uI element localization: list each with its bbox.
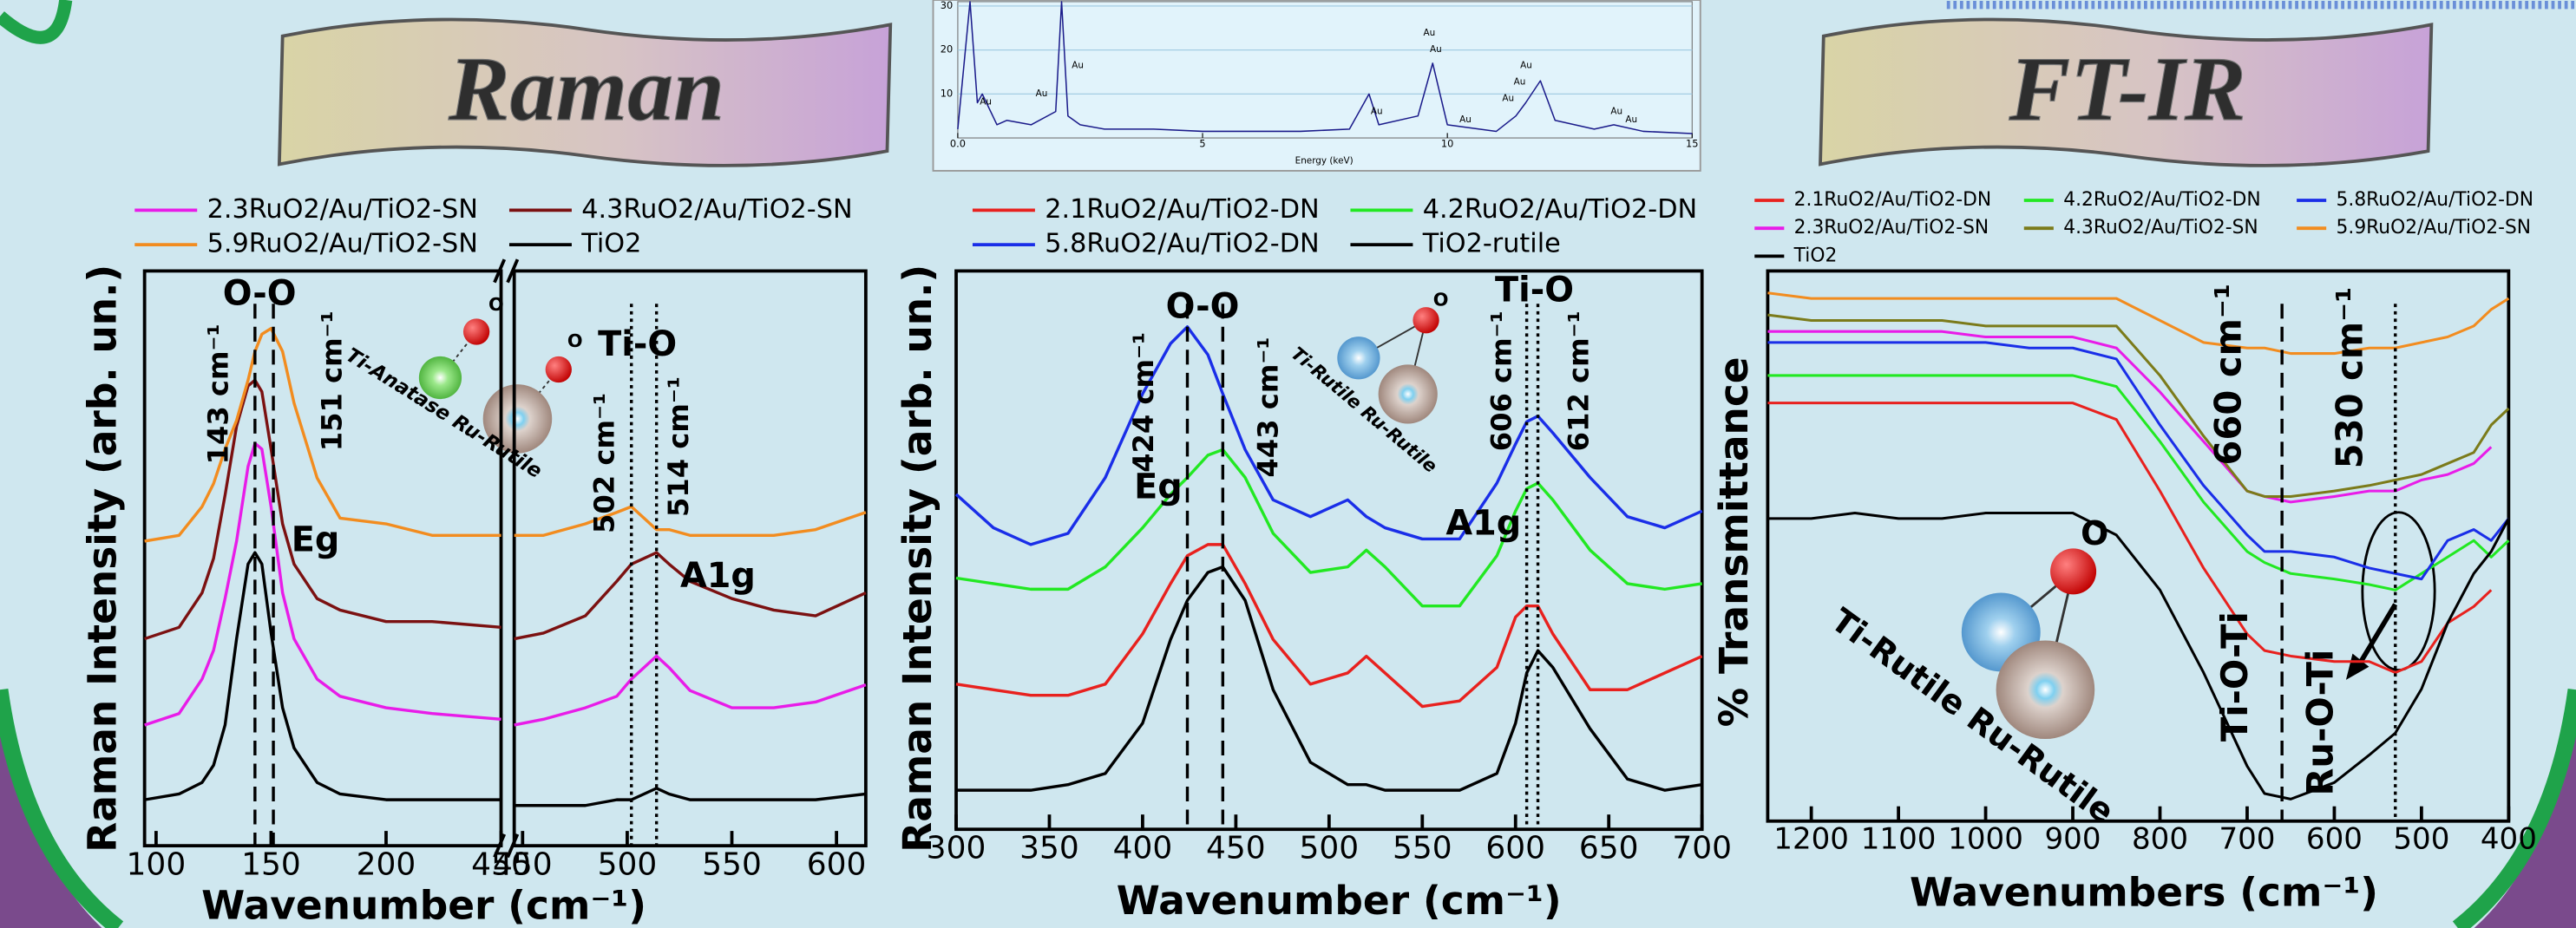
x-tick-label: 550 <box>702 847 762 883</box>
reference-label: 530 cm⁻¹ <box>2328 287 2370 469</box>
reference-label: 514 cm⁻¹ <box>662 376 695 517</box>
reference-label: 660 cm⁻¹ <box>2206 284 2249 466</box>
legend-label: TiO2-rutile <box>1422 229 1561 259</box>
legend-label: 5.9RuO2/Au/TiO2-SN <box>2337 217 2532 239</box>
annotation: Au <box>1036 88 1048 99</box>
x-tick-label: 15 <box>1686 137 1698 149</box>
reference-label: 143 cm⁻¹ <box>202 323 235 464</box>
x-axis-title: Wavenumber (cm⁻¹) <box>1117 878 1562 924</box>
reference-label: 443 cm⁻¹ <box>1252 337 1285 478</box>
reference-label: 502 cm⁻¹ <box>588 393 621 533</box>
x-tick-label: 600 <box>1485 831 1545 866</box>
x-tick-label: 600 <box>2306 821 2363 856</box>
annotation: Eg <box>1134 467 1183 507</box>
x-tick-label: 1100 <box>1861 821 1937 856</box>
reference-label: 606 cm⁻¹ <box>1485 310 1518 451</box>
annotation: Ti-O <box>598 324 677 364</box>
annotation: Ru-O-Ti <box>2298 650 2341 796</box>
annotation: Au <box>1502 94 1514 104</box>
eds-inset <box>934 0 1701 171</box>
x-tick-label: 800 <box>2132 821 2188 856</box>
banner-title: Raman <box>448 38 724 140</box>
annotation: Au <box>1430 44 1442 55</box>
x-tick-label: 150 <box>241 847 301 883</box>
annotation: Au <box>980 96 992 107</box>
legend-label: TiO2 <box>1793 245 1838 266</box>
x-tick-label: 550 <box>1393 831 1452 866</box>
reference-label: 424 cm⁻¹ <box>1127 332 1160 473</box>
legend-label: TiO2 <box>580 229 641 259</box>
annotation: Au <box>1423 28 1435 38</box>
reference-label: 151 cm⁻¹ <box>315 310 348 451</box>
legend-label: 4.3RuO2/Au/TiO2-SN <box>581 194 852 225</box>
y-axis-title: Raman Intensity (arb. un.) <box>80 265 126 853</box>
legend-label: 4.2RuO2/Au/TiO2-DN <box>2063 189 2260 211</box>
annotation: A1g <box>1445 503 1521 543</box>
x-tick-label: 400 <box>1113 831 1173 866</box>
legend-label: 4.2RuO2/Au/TiO2-DN <box>1423 194 1697 225</box>
y-axis-title: % Transmittance <box>1711 356 1757 727</box>
annotation: Au <box>1072 61 1084 71</box>
annotation: Au <box>1520 61 1532 71</box>
annotation: Au <box>1371 107 1383 117</box>
x-tick-label: 700 <box>2219 821 2275 856</box>
annotation: Ti-O <box>1495 271 1574 310</box>
x-tick-label: 5 <box>1199 137 1205 149</box>
legend-label: 5.8RuO2/Au/TiO2-DN <box>2337 189 2533 211</box>
annotation: Au <box>1459 114 1472 125</box>
x-tick-label: 450 <box>493 847 553 883</box>
legend-label: 2.3RuO2/Au/TiO2-SN <box>207 194 478 225</box>
x-tick-label: 350 <box>1019 831 1079 866</box>
figure: 100 150 200 450 450 500 550 600 2.3RuO2/Au/TiO2-… <box>0 0 2576 928</box>
legend-label: 2.1RuO2/Au/TiO2-DN <box>1045 194 1319 225</box>
x-tick-label: 1000 <box>1948 821 2023 856</box>
annotation: O <box>567 330 583 351</box>
annotation: Ti-O-Ti <box>2213 611 2256 742</box>
banner-title: FT-IR <box>2009 38 2246 140</box>
annotation: O-O <box>223 273 297 313</box>
legend-label: 5.9RuO2/Au/TiO2-SN <box>207 229 478 259</box>
legend-label: 2.3RuO2/Au/TiO2-SN <box>1794 217 1989 239</box>
x-tick-label: 500 <box>2393 821 2449 856</box>
x-tick-label: 0.0 <box>950 137 966 149</box>
x-tick-label: 400 <box>2481 821 2537 856</box>
annotation: Au <box>1625 114 1637 125</box>
annotation: O <box>2081 514 2108 552</box>
x-tick-label: 650 <box>1579 831 1639 866</box>
annotation: Au <box>1514 77 1526 88</box>
x-tick-label: 600 <box>807 847 867 883</box>
y-tick-label: 10 <box>941 87 953 99</box>
annotation: O-O <box>1166 286 1240 326</box>
x-tick-label: 200 <box>357 847 416 883</box>
y-tick-label: 30 <box>941 0 953 11</box>
x-tick-label: 450 <box>1206 831 1266 866</box>
x-axis-title: Wavenumber (cm⁻¹) <box>201 883 646 928</box>
annotation: Eg <box>292 520 340 559</box>
legend-label: 4.3RuO2/Au/TiO2-SN <box>2063 217 2258 239</box>
x-tick-label: 10 <box>1441 137 1453 149</box>
x-tick-label: 100 <box>127 847 187 883</box>
annotation: A1g <box>680 556 756 596</box>
legend-label: 5.8RuO2/Au/TiO2-DN <box>1045 229 1319 259</box>
annotation: O <box>1433 290 1449 310</box>
x-axis-title: Energy (keV) <box>1295 156 1354 167</box>
x-axis-title: Wavenumbers (cm⁻¹) <box>1910 869 2378 915</box>
reference-label: 612 cm⁻¹ <box>1563 310 1596 451</box>
x-tick-label: 1200 <box>1773 821 1849 856</box>
legend-label: 2.1RuO2/Au/TiO2-DN <box>1794 189 1991 211</box>
y-axis-title: Raman Intensity (arb. un.) <box>895 265 941 853</box>
x-tick-label: 700 <box>1672 831 1732 866</box>
annotation: Au <box>1610 107 1622 117</box>
annotation: O <box>488 294 504 315</box>
x-tick-label: 500 <box>598 847 658 883</box>
y-tick-label: 20 <box>941 43 953 56</box>
x-tick-label: 500 <box>1300 831 1360 866</box>
